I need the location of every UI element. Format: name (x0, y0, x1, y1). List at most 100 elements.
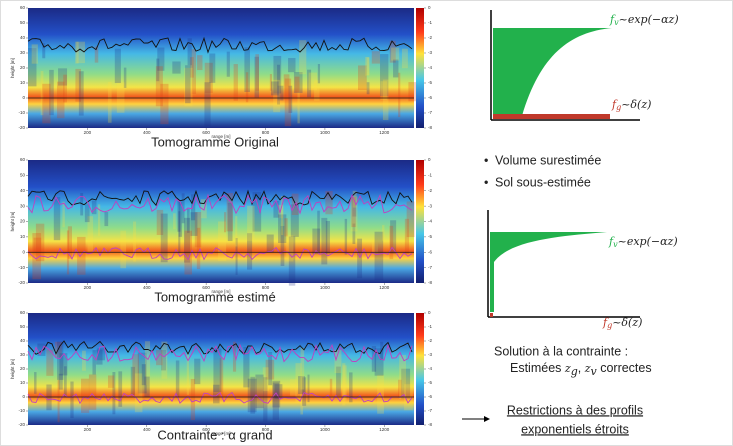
colorbar-tick-label: -5 (428, 380, 432, 385)
texture (82, 351, 86, 371)
colorbar-tick-label: -8 (428, 125, 432, 130)
x-tick-label: 200 (84, 427, 92, 432)
colorbar-tick-label: -7 (428, 408, 432, 413)
y-tick-label: 30 (20, 352, 26, 357)
texture (161, 214, 168, 263)
colorbar-tick-label: -4 (428, 65, 432, 70)
colorbar-tick-label: -1 (428, 324, 432, 329)
colorbar-tick-label: -2 (428, 338, 432, 343)
texture (268, 352, 272, 385)
y-tick-label: -20 (18, 422, 25, 427)
colorbar-tick-label: -6 (428, 249, 432, 254)
y-axis-label: height [m] (10, 212, 15, 232)
texture (34, 372, 36, 394)
colorbar-tick-label: -1 (428, 20, 432, 25)
texture (365, 57, 369, 76)
texture (255, 54, 259, 91)
y-tick-label: 20 (20, 366, 26, 371)
colorbar-tick-label: -3 (428, 352, 432, 357)
texture (255, 375, 263, 409)
texture (156, 66, 163, 106)
texture (399, 355, 406, 399)
y-axis-label: height [m] (10, 359, 15, 379)
y-axis-label: height [m] (10, 58, 15, 78)
texture (234, 64, 238, 101)
colorbar-tick-label: -4 (428, 219, 432, 224)
texture (104, 212, 108, 226)
y-tick-label: 40 (20, 188, 26, 193)
texture (343, 365, 347, 400)
texture (70, 382, 73, 418)
var-sub: g (571, 365, 578, 378)
x-tick-label: 1200 (379, 427, 390, 432)
y-tick-label: 60 (20, 310, 26, 315)
bullet-text: Sol sous-estimée (495, 175, 591, 189)
texture (135, 373, 143, 412)
texture (118, 371, 122, 406)
texture (62, 202, 64, 228)
texture (250, 377, 255, 414)
y-tick-label: 10 (20, 380, 26, 385)
texture (120, 231, 126, 269)
texture (76, 42, 85, 63)
texture (247, 206, 254, 241)
tomogram: 6050403020100-10-2020040060080010001200r… (10, 5, 432, 149)
texture (295, 77, 300, 93)
texture (161, 342, 167, 379)
texture (405, 219, 409, 254)
texture (92, 350, 95, 374)
heatmap (28, 8, 414, 128)
expr: ~δ(z) (612, 316, 642, 329)
y-tick-label: 40 (20, 338, 26, 343)
x-tick-label: 400 (143, 130, 151, 135)
texture (142, 364, 146, 385)
x-tick-label: 1000 (320, 427, 331, 432)
colorbar-tick-label: -3 (428, 50, 432, 55)
texture (176, 360, 179, 397)
texture (345, 219, 347, 255)
y-tick-label: 30 (20, 203, 26, 208)
texture (227, 52, 230, 77)
texture (398, 73, 400, 117)
texture (57, 342, 63, 380)
colorbar-tick-label: -5 (428, 234, 432, 239)
texture (299, 40, 306, 74)
texture (321, 218, 327, 265)
texture (81, 379, 89, 413)
texture (197, 55, 202, 70)
texture (79, 71, 84, 115)
texture (273, 383, 279, 420)
y-tick-label: -10 (18, 408, 25, 413)
texture (235, 216, 237, 246)
colorbar-tick-label: -2 (428, 35, 432, 40)
texture (89, 374, 96, 409)
texture (263, 367, 269, 391)
texture (77, 237, 85, 275)
y-tick-label: 40 (20, 35, 26, 40)
x-tick-label: 200 (84, 130, 92, 135)
texture (288, 58, 295, 72)
texture (224, 212, 226, 232)
texture (187, 209, 190, 233)
colorbar (416, 160, 424, 283)
colorbar-tick-label: -7 (428, 110, 432, 115)
texture (271, 81, 279, 95)
x-tick-label: 1200 (379, 285, 390, 290)
y-tick-label: 30 (20, 50, 26, 55)
solution-title: Solution à la contrainte : (494, 344, 628, 358)
y-tick-label: -20 (18, 125, 25, 130)
y-tick-label: 60 (20, 5, 26, 10)
y-tick-label: -10 (18, 265, 25, 270)
y-tick-label: -20 (18, 280, 25, 285)
caption: Contrainte : α grand (157, 427, 272, 442)
ground-profile (490, 313, 493, 317)
y-tick-label: 10 (20, 234, 26, 239)
x-tick-label: 200 (84, 285, 92, 290)
y-tick-label: 60 (20, 157, 26, 162)
fv-label: fv~exp(−αz) (608, 235, 678, 249)
prefix: Estimées (510, 361, 561, 375)
texture (191, 379, 195, 420)
texture (402, 49, 408, 69)
